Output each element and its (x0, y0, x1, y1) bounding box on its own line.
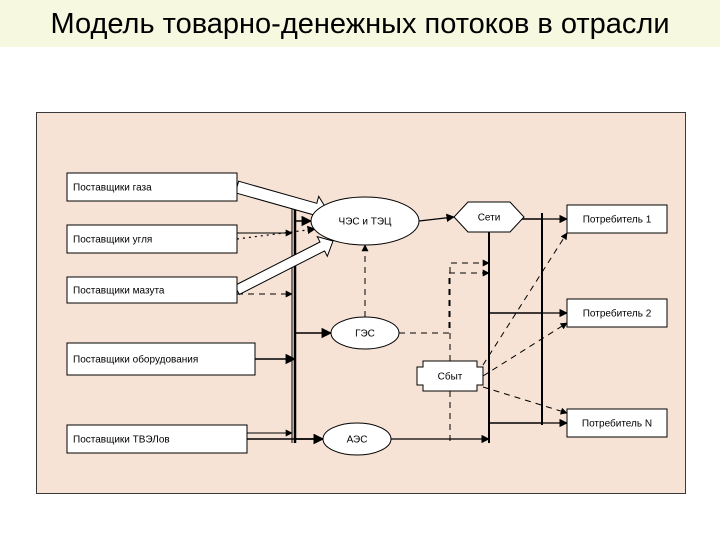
edge-sales-cn (483, 387, 567, 413)
edge-sales-c2 (483, 323, 567, 376)
svg-text:Поставщики газа: Поставщики газа (73, 183, 152, 194)
flow-diagram: Поставщики газа Поставщики угля Поставщики… (37, 113, 685, 493)
edge-chp-grid (419, 217, 454, 221)
svg-text:Сбыт: Сбыт (438, 371, 463, 383)
svg-text:АЭС: АЭС (347, 435, 368, 446)
slide-title: Модель товарно-денежных потоков в отрасл… (0, 0, 720, 47)
svg-text:Потребитель N: Потребитель N (582, 418, 652, 430)
edge-oil-chp (235, 237, 333, 295)
svg-text:ЧЭС и ТЭЦ: ЧЭС и ТЭЦ (339, 217, 393, 228)
svg-text:Сети: Сети (478, 213, 501, 224)
svg-text:Поставщики мазута: Поставщики мазута (73, 286, 165, 297)
svg-text:Потребитель 2: Потребитель 2 (583, 308, 652, 320)
svg-text:ГЭС: ГЭС (355, 329, 375, 340)
edge-sales-c1 (483, 233, 567, 365)
svg-text:Потребитель 1: Потребитель 1 (583, 214, 652, 226)
slide: Модель товарно-денежных потоков в отрасл… (0, 0, 720, 540)
svg-text:Поставщики ТВЭЛов: Поставщики ТВЭЛов (73, 435, 170, 446)
edge-coal-chp (237, 229, 315, 239)
edge-hydro-grid (399, 273, 489, 333)
diagram-container: Поставщики газа Поставщики угля Поставщики… (36, 112, 686, 494)
svg-text:Поставщики оборудования: Поставщики оборудования (73, 354, 198, 366)
edge-sales-grid (450, 263, 489, 361)
svg-text:Поставщики угля: Поставщики угля (73, 235, 152, 246)
